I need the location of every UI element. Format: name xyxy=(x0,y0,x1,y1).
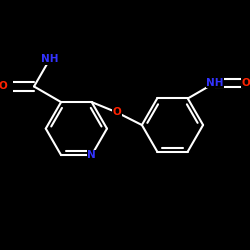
Text: NH: NH xyxy=(41,54,58,64)
Text: N: N xyxy=(87,150,96,160)
Text: NH: NH xyxy=(206,78,224,88)
Text: O: O xyxy=(112,107,121,117)
Text: O: O xyxy=(242,78,250,88)
Text: O: O xyxy=(0,82,7,92)
